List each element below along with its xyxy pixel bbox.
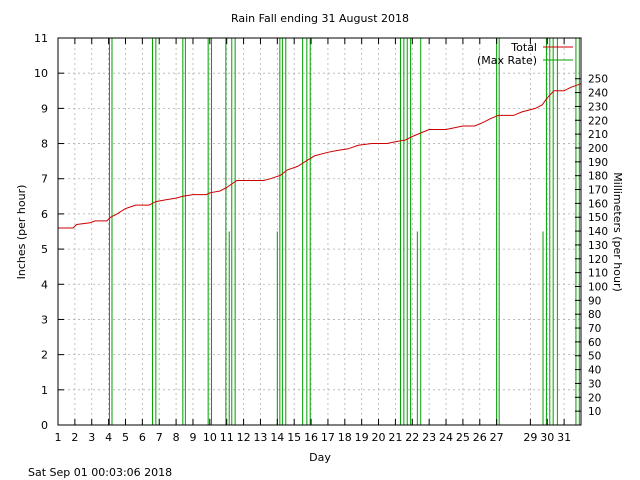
y2-tick-label: 190 [588,157,608,169]
x-tick-label: 3 [88,431,95,444]
plot-frame [57,37,582,426]
y-tick-label: 6 [41,208,48,221]
x-axis-label: Day [309,451,331,464]
y2-tick-label: 20 [588,392,601,404]
y2-tick-label: 90 [588,295,601,307]
x-tick-label: 10 [203,431,217,444]
x-tick-label: 13 [253,431,267,444]
y-tick-label: 7 [41,173,48,186]
max-rate-series [108,38,580,425]
y2-tick-label: 210 [588,129,608,141]
y2-tick-label: 80 [588,309,601,321]
y-tick-label: 0 [41,419,48,432]
y2-tick-label: 150 [588,212,608,224]
x-tick-label: 29 [523,431,537,444]
y2-tick-label: 140 [588,226,608,238]
x-tick-label: 26 [473,431,487,444]
x-tick-label: 2 [71,431,78,444]
y2-tick-label: 120 [588,254,608,266]
legend: Total (Max Rate) [477,41,573,67]
y-tick-label: 4 [41,278,48,291]
x-tick-label: 14 [270,431,284,444]
x-tick-label: 8 [173,431,180,444]
x-tick-label: 23 [422,431,436,444]
y2-tick-label: 160 [588,198,608,210]
x-tick-label: 7 [156,431,163,444]
y2-tick-label: 50 [588,351,601,363]
y2-axis-label: Millimeters (per hour) [611,172,624,292]
x-tick-label: 25 [456,431,470,444]
legend-total-label: Total [510,41,537,54]
x-tick-label: 21 [388,431,402,444]
y2-tick-label: 130 [588,240,608,252]
x-tick-label: 22 [405,431,419,444]
y-tick-label: 10 [34,67,48,80]
x-tick-label: 4 [105,431,112,444]
y-axis-ticks: 0 1 2 3 4 5 6 7 8 9 10 11 [34,32,64,432]
y-tick-label: 11 [34,32,48,45]
y2-tick-label: 60 [588,337,601,349]
grid [57,38,581,425]
y2-tick-label: 170 [588,185,608,197]
x-tick-label: 20 [372,431,386,444]
x-tick-label: 11 [220,431,234,444]
x-tick-label: 30 [540,431,554,444]
x-tick-label: 15 [287,431,301,444]
x-tick-label: 18 [338,431,352,444]
x-tick-label: 12 [237,431,251,444]
x-tick-label: 24 [439,431,453,444]
total-series [58,83,582,229]
y-tick-label: 9 [41,102,48,115]
y2-tick-label: 70 [588,323,601,335]
x-axis-ticks: 1 2 3 4 5 6 7 8 9 10 11 12 13 14 15 16 17 18 19 20 21 22 23 24 2… [55,38,571,444]
x-tick-label: 9 [189,431,196,444]
x-tick-label: 6 [139,431,146,444]
y2-tick-label: 110 [588,268,608,280]
y2-tick-label: 30 [588,378,601,390]
x-tick-label: 31 [557,431,571,444]
y2-tick-label: 220 [588,115,608,127]
y2-axis-ticks: 1020304050607080901001101201301401501601… [575,74,608,418]
y-tick-label: 1 [41,384,48,397]
y-tick-label: 3 [41,313,48,326]
y-tick-label: 5 [41,243,48,256]
x-tick-label: 17 [321,431,335,444]
y-tick-label: 2 [41,349,48,362]
y2-tick-label: 10 [588,406,601,418]
y2-tick-label: 240 [588,88,608,100]
x-tick-label: 1 [55,431,62,444]
y2-tick-label: 230 [588,101,608,113]
x-tick-label: 5 [122,431,129,444]
footer-timestamp: Sat Sep 01 00:03:06 2018 [28,466,172,479]
y2-tick-label: 180 [588,171,608,183]
legend-maxrate-label: (Max Rate) [477,54,537,67]
y2-tick-label: 250 [588,74,608,86]
y2-tick-label: 200 [588,143,608,155]
y-axis-label: Inches (per hour) [15,185,28,280]
y-tick-label: 8 [41,138,48,151]
chart-title: Rain Fall ending 31 August 2018 [231,12,409,25]
y2-tick-label: 100 [588,281,608,293]
y2-tick-label: 40 [588,365,601,377]
x-tick-label: 16 [304,431,318,444]
total-line [58,83,582,229]
x-tick-label: 27 [490,431,504,444]
x-tick-label: 19 [355,431,369,444]
